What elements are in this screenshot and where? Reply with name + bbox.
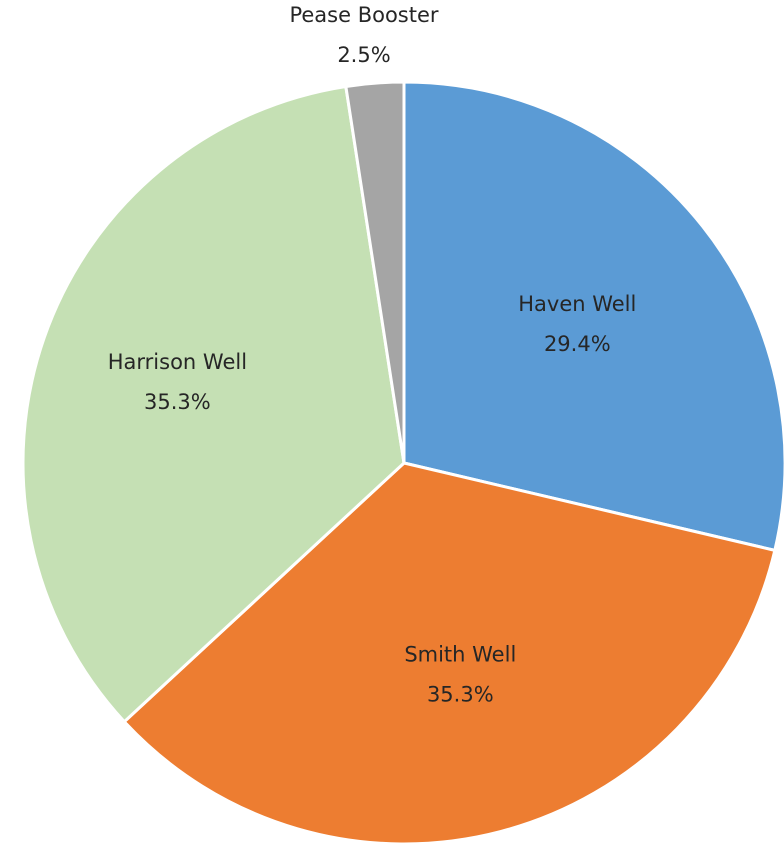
slice-label-percent-pease-booster: 2.5%: [337, 43, 390, 67]
slice-label-percent-haven-well: 29.4%: [544, 332, 611, 356]
slice-label-name-pease-booster: Pease Booster: [289, 3, 438, 27]
labels-layer: Haven Well 29.4% Smith Well 35.3% Harrison W…: [108, 3, 637, 707]
pie-slice-smith-well: [122, 461, 777, 844]
pie-slice-harrison-well: [21, 84, 406, 724]
slices-layer: [21, 80, 784, 844]
pie-slice-pease-booster: [344, 80, 406, 465]
slice-label-percent-harrison-well: 35.3%: [144, 390, 211, 414]
slice-label-name-haven-well: Haven Well: [518, 292, 636, 316]
pie-slice-haven-well: [402, 80, 784, 552]
slice-label-name-harrison-well: Harrison Well: [108, 350, 247, 374]
slice-label-name-smith-well: Smith Well: [404, 643, 516, 667]
slice-label-percent-smith-well: 35.3%: [427, 683, 494, 707]
